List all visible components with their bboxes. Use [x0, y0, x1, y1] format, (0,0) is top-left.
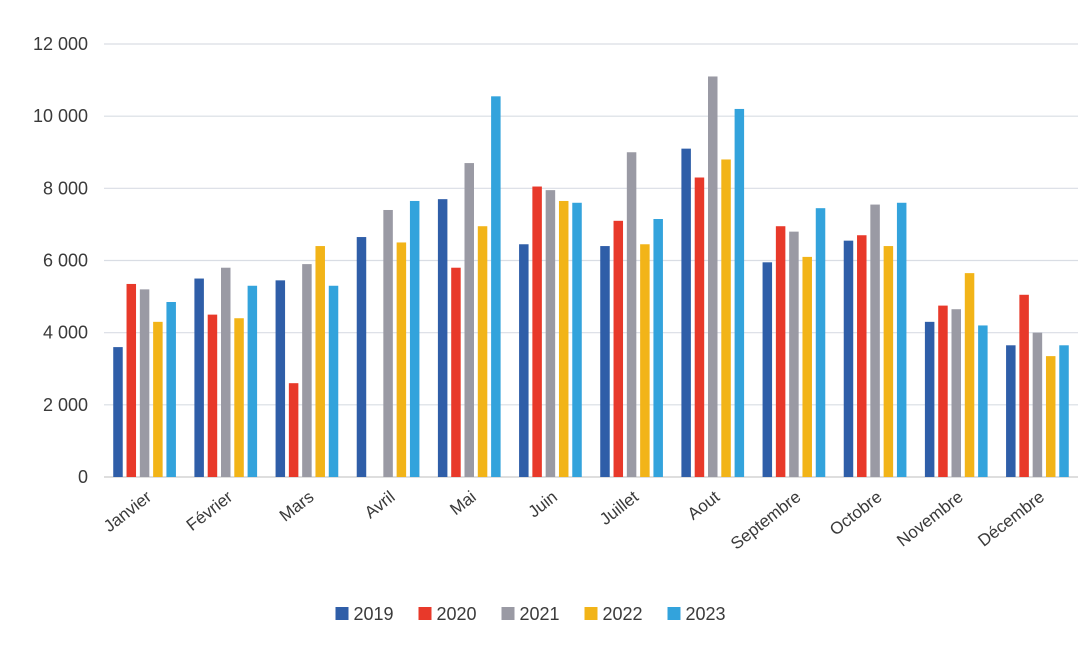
bar-2021-avril: [383, 209, 393, 477]
bar-2023-novembre: [978, 325, 988, 477]
legend-label-2023: 2023: [686, 604, 726, 624]
x-tick-label: Novembre: [893, 487, 966, 550]
y-tick-label: 6 000: [43, 251, 88, 271]
y-tick-label: 0: [78, 467, 88, 487]
x-axis-ticks: Janvier Février Mars Avril Mai Juin Juillet Aou…: [100, 487, 1048, 553]
bar-2021-septembre: [789, 231, 799, 477]
bar-2020-octobre: [857, 235, 867, 477]
bar-2023-juillet: [653, 219, 663, 478]
x-tick-label: Décembre: [974, 487, 1047, 550]
x-tick-label: Mai: [446, 487, 479, 519]
y-axis-ticks: 0 2 000 4 000 6 000 8 000 10 000 12 000: [33, 34, 88, 487]
bar-2022-juillet: [640, 244, 650, 477]
legend-label-2019: 2019: [354, 604, 394, 624]
bar-2021-février: [221, 267, 231, 477]
bar-2020-mai: [451, 267, 461, 477]
x-tick-label: Juillet: [596, 487, 642, 529]
bar-2021-janvier: [139, 289, 150, 477]
bar-2022-octobre: [883, 246, 894, 477]
bar-2019-juin: [519, 244, 529, 477]
bar-2023-septembre: [815, 208, 826, 477]
bar-2020-septembre: [775, 226, 786, 477]
bar-2021-décembre: [1032, 332, 1043, 477]
bar-2022-novembre: [964, 273, 975, 477]
bar-2019-aout: [681, 148, 691, 477]
bar-2022-juin: [558, 200, 569, 477]
bar-2019-avril: [356, 237, 367, 477]
bar-2023-juin: [572, 202, 582, 477]
y-tick-label: 4 000: [43, 323, 88, 343]
legend-label-2021: 2021: [520, 604, 560, 624]
legend-swatch-2020: [418, 607, 432, 620]
x-tick-label: Janvier: [100, 487, 155, 536]
legend-swatch-2022: [584, 607, 598, 620]
bar-2021-juin: [545, 190, 556, 477]
legend-swatch-2021: [501, 607, 515, 620]
bar-2023-avril: [409, 200, 420, 477]
bar-2019-septembre: [762, 262, 773, 477]
bar-2020-novembre: [938, 305, 948, 477]
bar-2020-janvier: [126, 283, 137, 477]
bar-2020-février: [207, 314, 218, 477]
bar-2022-mai: [477, 226, 488, 477]
bar-2020-aout: [694, 177, 705, 477]
bar-2021-mai: [464, 163, 474, 477]
gridlines: [104, 43, 1078, 478]
bar-2021-novembre: [951, 309, 961, 477]
y-tick-label: 8 000: [43, 178, 88, 198]
bar-2021-aout: [708, 76, 718, 477]
legend-label-2020: 2020: [437, 604, 477, 624]
bar-2022-aout: [721, 159, 731, 477]
bar-2020-juillet: [613, 220, 624, 477]
bar-2021-mars: [302, 264, 312, 477]
bar-2022-mars: [315, 246, 325, 477]
bar-2022-février: [234, 318, 244, 477]
y-tick-label: 10 000: [33, 106, 88, 126]
x-tick-label: Octobre: [826, 487, 885, 539]
bar-2023-mai: [491, 96, 501, 477]
bar-2022-septembre: [802, 256, 812, 477]
x-tick-label: Mars: [276, 487, 317, 525]
x-tick-label: Aout: [684, 487, 723, 524]
y-tick-label: 2 000: [43, 395, 88, 415]
legend-label-2022: 2022: [603, 604, 643, 624]
bar-2019-janvier: [113, 347, 123, 477]
bar-2019-novembre: [924, 321, 935, 477]
legend-swatch-2023: [667, 607, 681, 620]
y-tick-label: 12 000: [33, 34, 88, 54]
bar-2022-décembre: [1045, 356, 1056, 477]
bar-2023-octobre: [896, 202, 907, 477]
bar-2021-juillet: [626, 152, 637, 477]
x-tick-label: Septembre: [727, 487, 804, 553]
bar-2021-octobre: [870, 204, 880, 477]
bar-2023-janvier: [166, 301, 176, 477]
legend: 2019 2020 2021 2022 2023: [335, 604, 726, 624]
x-tick-label: Juin: [525, 487, 561, 521]
bar-2019-mars: [275, 280, 286, 477]
bar-2019-octobre: [843, 240, 854, 477]
bar-2019-juillet: [600, 246, 610, 477]
bar-2019-mai: [437, 199, 448, 478]
bar-2019-février: [194, 278, 204, 477]
bar-2022-janvier: [153, 321, 163, 477]
bar-2023-mars: [328, 285, 339, 477]
bar-2023-aout: [734, 108, 745, 477]
bar-2020-décembre: [1019, 294, 1029, 477]
bar-2023-décembre: [1059, 345, 1069, 477]
bar-2020-mars: [288, 383, 299, 477]
bar-2023-février: [247, 285, 258, 477]
legend-swatch-2019: [335, 607, 349, 620]
bar-2019-décembre: [1006, 345, 1016, 477]
x-tick-label: Février: [183, 487, 237, 535]
bar-2020-juin: [532, 186, 542, 477]
bar-2022-avril: [396, 242, 407, 477]
x-tick-label: Avril: [361, 487, 399, 522]
bars: [113, 76, 1069, 478]
